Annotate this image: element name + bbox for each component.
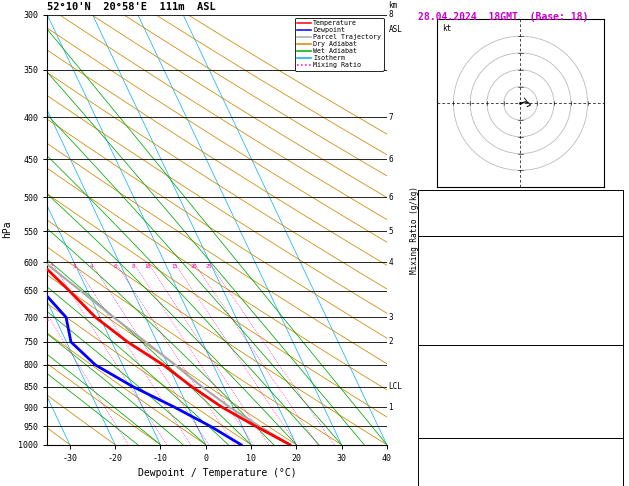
Text: CAPE (J): CAPE (J)	[422, 317, 461, 326]
Text: 2: 2	[50, 264, 53, 269]
Text: θε(K): θε(K)	[422, 286, 447, 295]
Text: 18.6: 18.6	[599, 255, 619, 264]
X-axis label: Dewpoint / Temperature (°C): Dewpoint / Temperature (°C)	[138, 469, 296, 478]
Text: Mixing Ratio (g/kg): Mixing Ratio (g/kg)	[409, 186, 418, 274]
Text: 7: 7	[389, 113, 393, 122]
Text: Temp (°C): Temp (°C)	[422, 255, 466, 264]
Text: 100: 100	[604, 411, 619, 419]
Text: PW (cm): PW (cm)	[422, 224, 456, 233]
Text: 28.04.2024  18GMT  (Base: 18): 28.04.2024 18GMT (Base: 18)	[418, 12, 589, 22]
Text: 30: 30	[609, 473, 619, 482]
Text: CIN (J): CIN (J)	[422, 333, 456, 342]
Text: 47: 47	[609, 208, 619, 217]
Text: Surface: Surface	[503, 240, 538, 248]
Text: 1: 1	[46, 317, 49, 322]
Text: kt: kt	[442, 24, 451, 34]
Text: 100: 100	[604, 317, 619, 326]
Text: 0: 0	[614, 333, 619, 342]
Text: © weatheronline.co.uk: © weatheronline.co.uk	[472, 472, 569, 481]
Text: CIN (J): CIN (J)	[422, 426, 456, 435]
Text: 15: 15	[171, 264, 177, 269]
Text: θε (K): θε (K)	[422, 380, 452, 388]
Y-axis label: hPa: hPa	[3, 221, 13, 239]
Text: Totals Totals: Totals Totals	[422, 208, 486, 217]
Text: Lifted Index: Lifted Index	[422, 395, 481, 404]
Text: 52°10'N  20°58'E  111m  ASL: 52°10'N 20°58'E 111m ASL	[47, 2, 216, 13]
Text: 0: 0	[614, 426, 619, 435]
Text: SREH: SREH	[422, 473, 442, 482]
Text: 8: 8	[131, 264, 135, 269]
Text: 6: 6	[389, 155, 393, 164]
Text: 34: 34	[609, 457, 619, 466]
Text: 310: 310	[604, 286, 619, 295]
Text: 4: 4	[89, 264, 92, 269]
Text: 1: 1	[389, 402, 393, 412]
Text: Hodograph: Hodograph	[499, 442, 542, 451]
Text: -0: -0	[609, 395, 619, 404]
Text: 4: 4	[389, 258, 393, 267]
Text: 25: 25	[206, 264, 213, 269]
Text: 5: 5	[389, 226, 393, 236]
Text: Most Unstable: Most Unstable	[489, 348, 552, 357]
Text: 7.8: 7.8	[604, 271, 619, 279]
Text: 20: 20	[191, 264, 197, 269]
Text: K: K	[422, 193, 427, 202]
Text: 6: 6	[114, 264, 117, 269]
Text: Lifted Index: Lifted Index	[422, 302, 481, 311]
Text: km: km	[389, 1, 398, 10]
Text: 6: 6	[389, 192, 393, 202]
Text: -0: -0	[609, 302, 619, 311]
Text: 8: 8	[389, 10, 393, 19]
Text: ASL: ASL	[389, 25, 403, 35]
Text: 1008: 1008	[599, 364, 619, 373]
Legend: Temperature, Dewpoint, Parcel Trajectory, Dry Adiabat, Wet Adiabat, Isotherm, Mi: Temperature, Dewpoint, Parcel Trajectory…	[295, 18, 384, 70]
Text: 5: 5	[614, 193, 619, 202]
Text: 3: 3	[389, 313, 393, 322]
Text: Pressure (mb): Pressure (mb)	[422, 364, 486, 373]
Text: 310: 310	[604, 380, 619, 388]
Text: 2: 2	[389, 337, 393, 347]
Text: CAPE (J): CAPE (J)	[422, 411, 461, 419]
Text: Dewp (°C): Dewp (°C)	[422, 271, 466, 279]
Text: LCL: LCL	[389, 382, 403, 391]
Text: EH: EH	[422, 457, 432, 466]
Text: 3: 3	[72, 264, 76, 269]
Text: 10: 10	[144, 264, 151, 269]
Text: 1.21: 1.21	[599, 224, 619, 233]
